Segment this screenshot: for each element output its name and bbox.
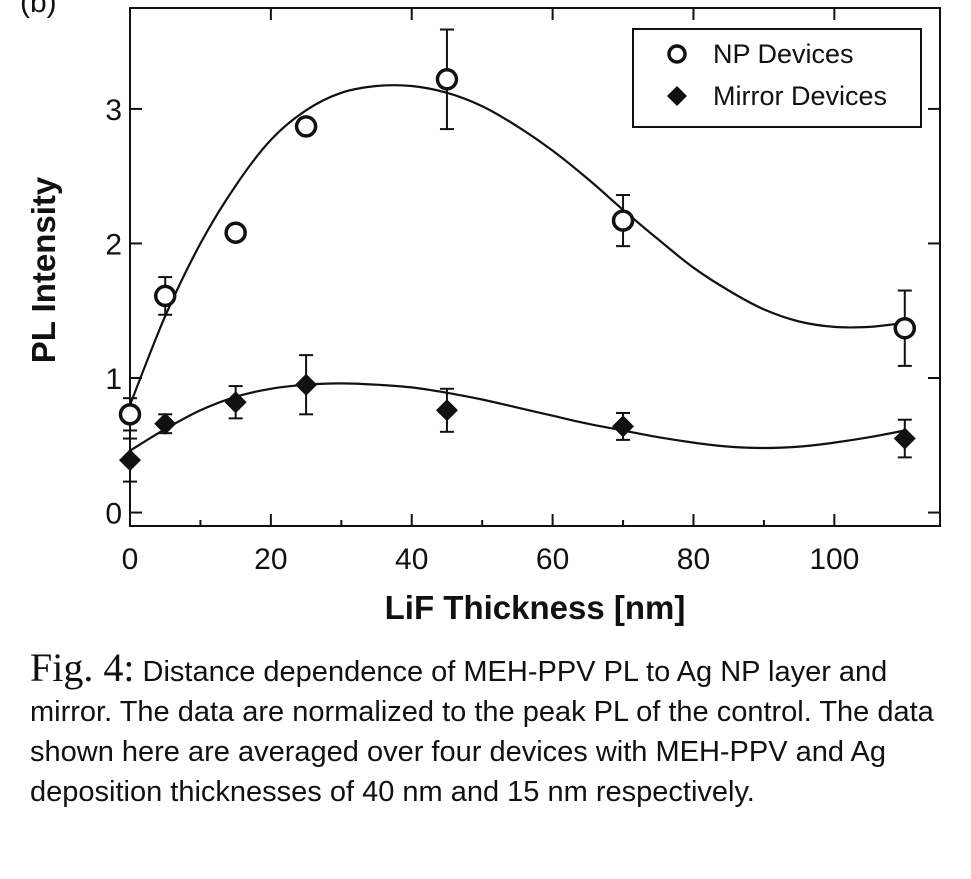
legend-np-label: NP Devices: [713, 39, 854, 69]
mirror-device-point: [224, 391, 247, 414]
np-device-point: [118, 403, 142, 426]
np-device-point: [435, 68, 459, 91]
caption-figure-label: Fig. 4:: [30, 645, 135, 690]
np-device-point: [153, 284, 177, 308]
mirror-device-point: [435, 399, 458, 422]
fit-curve-series-1: [129, 382, 906, 452]
mirror-device-point: [612, 415, 635, 438]
np-device-point: [893, 316, 917, 340]
axis-ticks: 0 20 40 60 80 100 0 1 2 3: [105, 8, 940, 576]
y-tick-label-2: 2: [105, 228, 122, 261]
fit-curve-series-0: [128, 84, 905, 406]
legend-np-marker: [667, 44, 687, 64]
legend: NP Devices Mirror Devices: [632, 28, 922, 128]
legend-mirror-label: Mirror Devices: [713, 81, 887, 111]
y-tick-label-0: 0: [105, 498, 122, 531]
data-points: [118, 28, 917, 483]
x-tick-label-0: 0: [122, 543, 139, 576]
x-tick-label-100: 100: [809, 543, 859, 576]
y-tick-label-1: 1: [105, 363, 122, 396]
np-device-point: [294, 115, 318, 138]
mirror-device-point: [295, 373, 318, 396]
mirror-device-point: [154, 412, 177, 435]
x-tick-label-40: 40: [395, 543, 428, 576]
legend-mirror-marker: [667, 86, 687, 106]
np-device-point: [224, 221, 247, 244]
x-tick-label-20: 20: [254, 543, 287, 576]
plot-frame: [129, 7, 941, 527]
fit-curves: [128, 84, 906, 452]
mirror-device-point: [893, 427, 916, 450]
x-axis-title: LiF Thickness [nm]: [385, 589, 686, 626]
panel-label: (b): [20, 0, 57, 19]
x-tick-label-80: 80: [677, 543, 710, 576]
caption-text: Distance dependence of MEH-PPV PL to Ag …: [30, 656, 934, 808]
chart: (b) 0 20 40 60 80 100 0 1 2 3 NP Devices Mirror D…: [20, 0, 941, 626]
mirror-device-point: [119, 449, 141, 472]
figure-caption: Fig. 4: Distance dependence of MEH-PPV P…: [30, 648, 950, 812]
x-tick-label-60: 60: [536, 543, 569, 576]
y-axis-title: PL Intensity: [25, 176, 62, 363]
y-tick-label-3: 3: [105, 94, 122, 127]
np-device-point: [611, 209, 635, 232]
